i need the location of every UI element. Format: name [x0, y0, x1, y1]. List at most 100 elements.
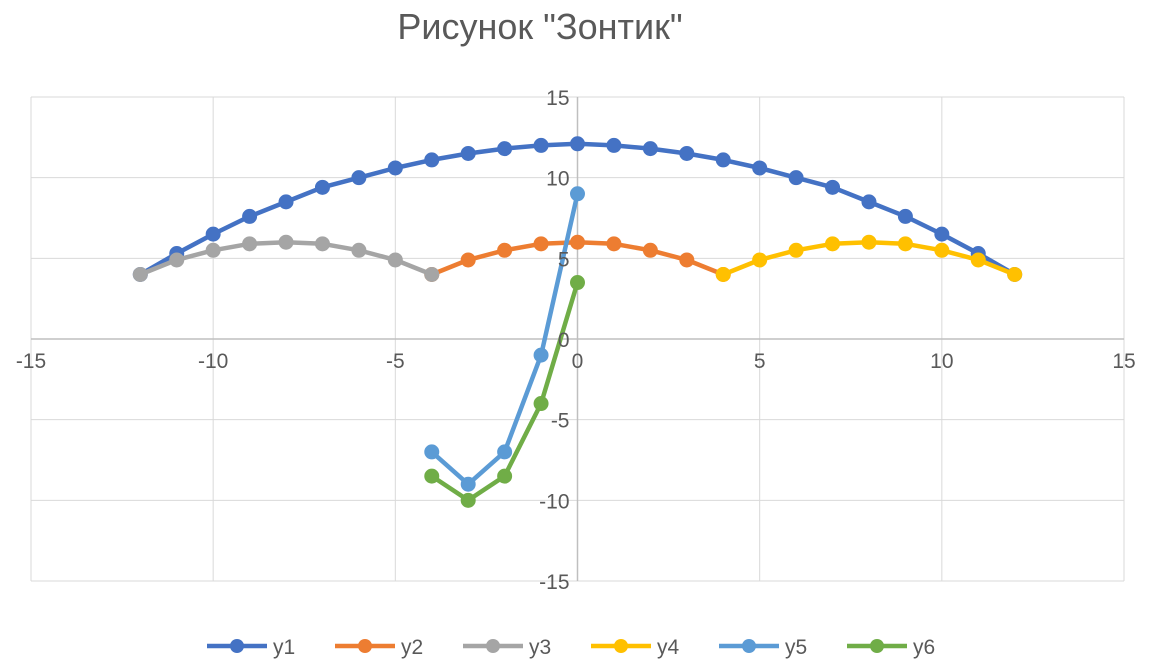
- x-tick-label: -10: [198, 350, 228, 373]
- data-point-y4: [970, 252, 986, 268]
- series-y3: [132, 234, 440, 282]
- data-point-y1: [314, 179, 330, 195]
- legend-label: y3: [529, 636, 551, 659]
- data-point-y4: [825, 236, 841, 252]
- data-point-y1: [606, 137, 622, 153]
- data-point-y4: [897, 236, 913, 252]
- data-point-y3: [169, 252, 185, 268]
- data-point-y2: [642, 242, 658, 258]
- legend-item-y1: y1: [207, 636, 295, 659]
- data-point-y1: [897, 208, 913, 224]
- data-point-y3: [205, 242, 221, 258]
- series-line-y6: [429, 280, 580, 503]
- chart-title: Рисунок "Зонтик": [397, 6, 683, 47]
- data-point-y4: [1007, 266, 1023, 282]
- data-point-y3: [242, 236, 258, 252]
- x-tick-label: 10: [930, 350, 953, 373]
- legend-label: y6: [913, 636, 935, 659]
- legend-label: y2: [401, 636, 423, 659]
- x-tick-label: 15: [1112, 350, 1135, 373]
- data-point-y4: [752, 252, 768, 268]
- data-point-y1: [497, 141, 513, 157]
- series-layer: [132, 136, 1023, 508]
- data-point-y1: [752, 160, 768, 176]
- y-tick-label: 0: [558, 329, 570, 352]
- data-point-y4: [788, 242, 804, 258]
- series-y4: [715, 234, 1023, 282]
- data-point-y1: [351, 170, 367, 186]
- series-y5: [424, 186, 585, 492]
- data-point-y1: [715, 152, 731, 168]
- data-point-y1: [242, 208, 258, 224]
- y-tick-label: -10: [539, 490, 569, 513]
- series-y1: [132, 136, 1023, 282]
- data-point-y3: [132, 266, 148, 282]
- legend-marker: [230, 639, 244, 653]
- series-y6: [424, 275, 585, 508]
- legend-item-y2: y2: [335, 636, 423, 659]
- data-point-y5: [533, 347, 549, 363]
- legend-marker: [486, 639, 500, 653]
- axes: [31, 97, 1124, 581]
- x-tick-label: -5: [386, 350, 405, 373]
- data-point-y4: [715, 266, 731, 282]
- data-point-y6: [460, 492, 476, 508]
- legend-marker: [358, 639, 372, 653]
- legend-label: y5: [785, 636, 807, 659]
- data-point-y1: [679, 145, 695, 161]
- legend-marker: [614, 639, 628, 653]
- tick-labels: -15 -10 -5 0 5 10 15 -15 -10 -5 0 5 10 15: [16, 87, 1136, 594]
- data-point-y3: [278, 234, 294, 250]
- data-point-y1: [205, 226, 221, 242]
- legend-item-y6: y6: [847, 636, 935, 659]
- data-point-y2: [497, 242, 513, 258]
- data-point-y5: [497, 444, 513, 460]
- legend-label: y4: [657, 636, 680, 659]
- data-point-y1: [861, 194, 877, 210]
- data-point-y1: [570, 136, 585, 152]
- x-tick-label: -15: [16, 350, 46, 373]
- y-tick-label: -15: [539, 571, 569, 594]
- y-tick-label: -5: [551, 410, 570, 433]
- legend-item-y3: y3: [463, 636, 551, 659]
- data-point-y3: [424, 266, 440, 282]
- data-point-y3: [387, 252, 403, 268]
- legend-marker: [742, 639, 756, 653]
- data-point-y2: [679, 252, 695, 268]
- data-point-y1: [825, 179, 841, 195]
- legend: y1 y2 y3 y4 y5 y6: [207, 636, 935, 659]
- data-point-y4: [934, 242, 950, 258]
- data-point-y5: [460, 476, 476, 492]
- data-point-y1: [278, 194, 294, 210]
- data-point-y1: [533, 137, 549, 153]
- y-tick-label: 5: [558, 248, 570, 271]
- data-point-y2: [533, 236, 549, 252]
- data-point-y5: [424, 444, 440, 460]
- data-point-y4: [861, 234, 877, 250]
- y-tick-label: 15: [546, 87, 569, 110]
- data-point-y1: [642, 141, 658, 157]
- data-point-y1: [460, 145, 476, 161]
- legend-item-y5: y5: [719, 636, 807, 659]
- data-point-y1: [424, 152, 440, 168]
- data-point-y3: [314, 236, 330, 252]
- data-point-y1: [934, 226, 950, 242]
- data-point-y1: [788, 170, 804, 186]
- x-tick-label: 5: [754, 350, 766, 373]
- data-point-y6: [533, 396, 549, 412]
- data-point-y5: [570, 186, 585, 202]
- data-point-y2: [570, 234, 585, 250]
- data-point-y6: [424, 468, 440, 484]
- data-point-y6: [497, 468, 513, 484]
- y-tick-label: 10: [546, 168, 569, 191]
- legend-label: y1: [273, 636, 295, 659]
- data-point-y2: [460, 252, 476, 268]
- legend-item-y4: y4: [591, 636, 680, 659]
- data-point-y1: [387, 160, 403, 176]
- legend-marker: [870, 639, 884, 653]
- x-tick-label: 0: [572, 350, 584, 373]
- data-point-y6: [570, 275, 585, 291]
- data-point-y2: [606, 236, 622, 252]
- data-point-y3: [351, 242, 367, 258]
